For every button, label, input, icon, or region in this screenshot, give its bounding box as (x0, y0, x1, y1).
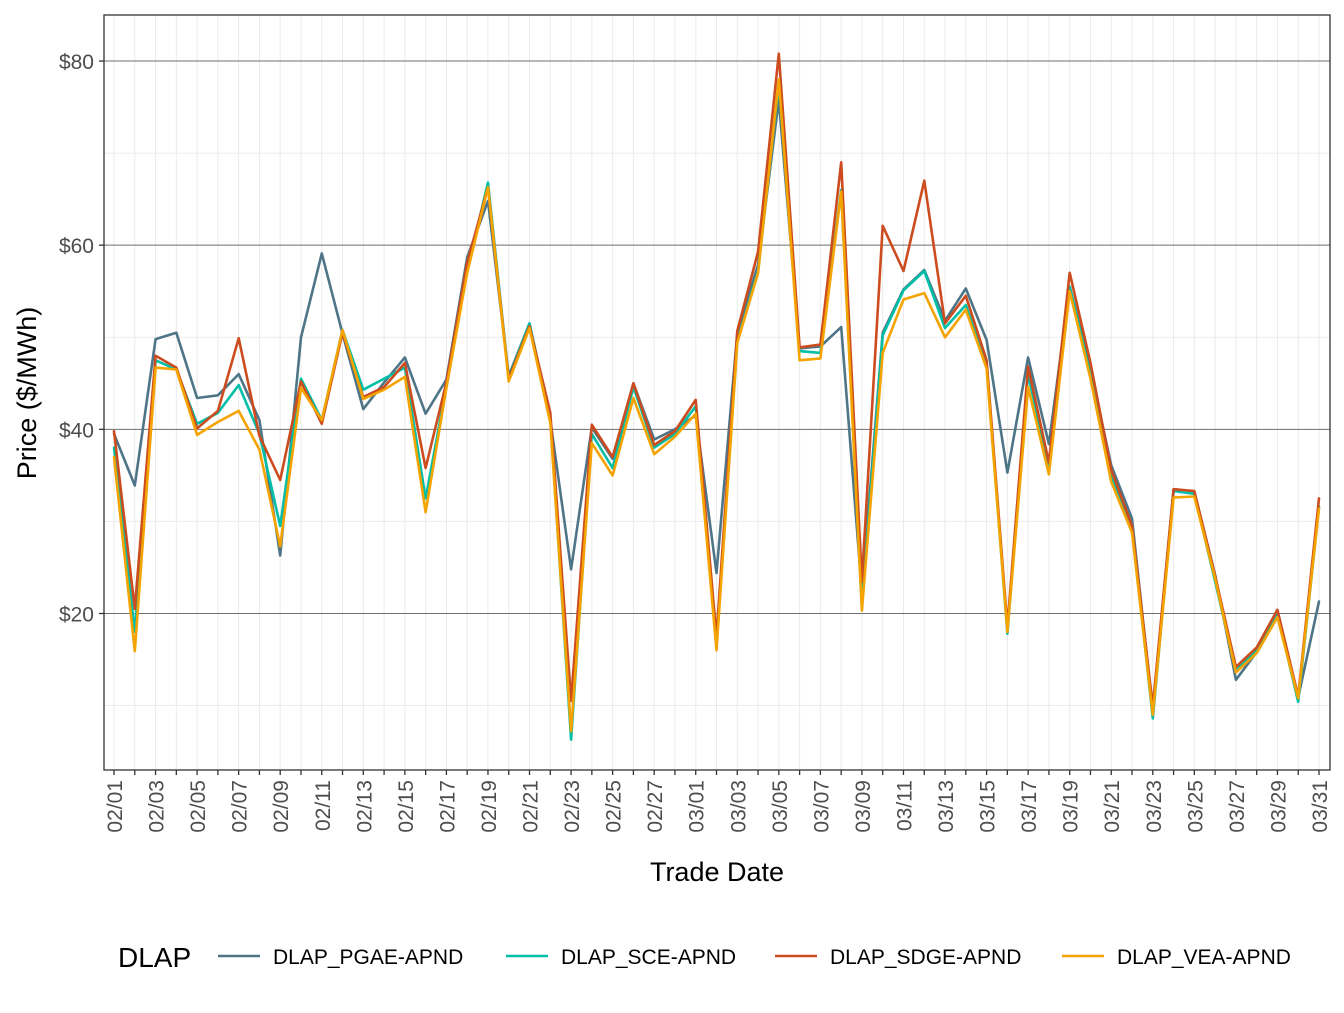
legend-label: DLAP_VEA-APND (1117, 946, 1291, 969)
x-tick-label: 03/13 (935, 780, 958, 833)
x-tick-label: 03/05 (769, 780, 792, 833)
x-tick-label: 03/29 (1267, 780, 1290, 833)
legend-label: DLAP_PGAE-APND (273, 946, 463, 969)
x-tick-label: 03/11 (893, 780, 916, 831)
x-axis-title: Trade Date (650, 857, 784, 887)
x-tick-label: 02/15 (395, 780, 418, 833)
legend-items: DLAP_PGAE-APND DLAP_SCE-APND DLAP_SDGE-APN… (218, 946, 1291, 969)
axis-layer: $20 $40 $60 $80 02/01 02/03 02/05 02/07 02/09 02/… (59, 51, 1332, 833)
x-tick-label: 02/21 (520, 780, 543, 833)
x-tick-label: 02/27 (644, 780, 667, 833)
series-layer (112, 52, 1321, 741)
legend: DLAP DLAP_PGAE-APND DLAP_SCE-APND DLAP_SDG… (118, 942, 1291, 973)
x-tick-label: 02/13 (353, 780, 376, 833)
x-tick-label: 02/05 (187, 780, 210, 833)
x-tick-label: 03/31 (1309, 780, 1332, 833)
x-tick-label: 03/17 (1018, 780, 1041, 833)
x-tick-label: 03/09 (852, 780, 875, 833)
x-tick-label: 03/07 (810, 780, 833, 833)
legend-title: DLAP (118, 942, 191, 973)
y-axis-title: Price ($/MWh) (12, 307, 42, 480)
x-tick-label: 02/03 (146, 780, 169, 833)
x-tick-label: 02/19 (478, 780, 501, 833)
grid-layer (104, 15, 1330, 770)
x-tick-label: 02/25 (603, 780, 626, 833)
x-tick-label: 02/01 (104, 780, 127, 833)
y-tick-label: $80 (59, 51, 94, 74)
x-tick-label: 03/03 (727, 780, 750, 833)
x-tick-label: 02/11 (312, 780, 335, 831)
x-tick-label: 02/17 (436, 780, 459, 833)
legend-label: DLAP_SDGE-APND (830, 946, 1021, 969)
x-tick-label: 03/27 (1226, 780, 1249, 833)
x-tick-label: 02/09 (270, 780, 293, 833)
x-tick-label: 03/25 (1184, 780, 1207, 833)
x-tick-label: 03/15 (977, 780, 1000, 833)
x-tick-label: 02/07 (229, 780, 252, 833)
x-tick-label: 02/23 (561, 780, 584, 833)
x-tick-label: 03/19 (1060, 780, 1083, 833)
x-tick-label: 03/01 (686, 780, 709, 833)
x-tick-label: 03/23 (1143, 780, 1166, 833)
y-tick-label: $60 (59, 235, 94, 258)
series-line-dlap-pgae-apnd (112, 98, 1321, 713)
series-line-dlap-vea-apnd (112, 78, 1321, 733)
x-tick-label: 03/21 (1101, 780, 1124, 833)
y-tick-label: $20 (59, 603, 94, 626)
y-tick-label: $40 (59, 419, 94, 442)
legend-label: DLAP_SCE-APND (561, 946, 736, 969)
